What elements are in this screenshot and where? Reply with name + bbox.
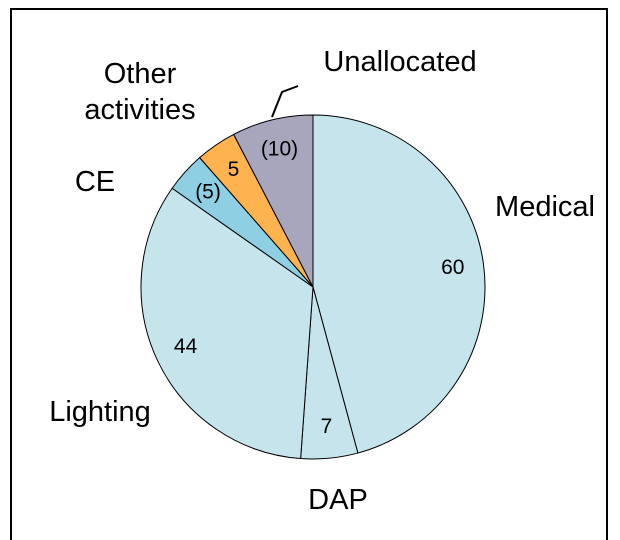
pie-slice (140, 187, 314, 460)
value-label: 44 (174, 335, 198, 358)
leader-line (271, 85, 299, 118)
category-label: Unallocated (323, 46, 477, 78)
value-label: 7 (321, 415, 333, 438)
chart-frame (10, 8, 608, 540)
category-label: CE (74, 166, 116, 198)
pie-slice (312, 114, 486, 454)
category-label: Lighting (49, 396, 151, 428)
pie-slice (232, 114, 314, 288)
category-label: DAP (308, 484, 368, 516)
value-label: (5) (195, 180, 221, 203)
value-label: 60 (441, 256, 464, 279)
value-label: (10) (261, 138, 298, 161)
category-label: Medical (495, 191, 595, 223)
category-label: Other activities (84, 58, 196, 126)
value-label: 5 (228, 158, 240, 181)
